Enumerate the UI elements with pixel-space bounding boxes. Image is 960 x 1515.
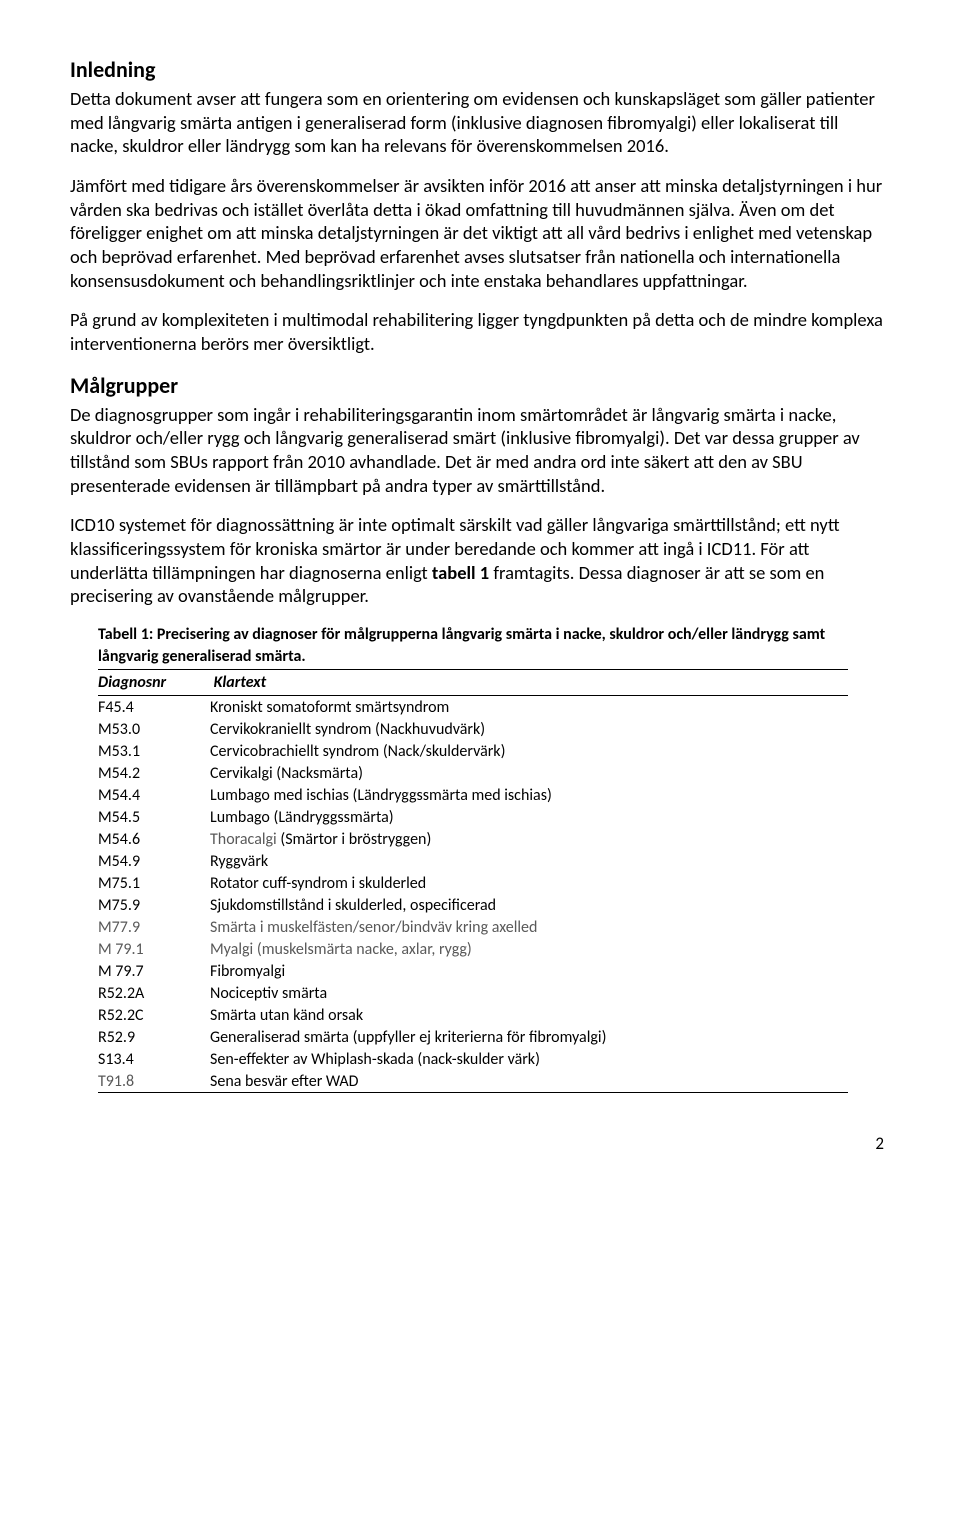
cell-code: S13.4 (98, 1048, 210, 1070)
table-row: M53.0Cervikokraniellt syndrom (Nackhuvud… (98, 718, 848, 740)
table-row: M54.4Lumbago med ischias (Ländryggssmärt… (98, 784, 848, 806)
table-row: M 79.1Myalgi (muskelsmärta nacke, axlar,… (98, 938, 848, 960)
cell-code: R52.2A (98, 982, 210, 1004)
paragraph: Jämfört med tidigare års överenskommelse… (70, 174, 890, 292)
cell-text: Fibromyalgi (210, 960, 848, 982)
col-header-diagnosnr: Diagnosnr (98, 673, 210, 692)
cell-code: T91.8 (98, 1070, 210, 1093)
diagnoses-table: F45.4Kroniskt somatoformt smärtsyndromM5… (98, 696, 848, 1093)
cell-code: M54.4 (98, 784, 210, 806)
cell-code: M54.6 (98, 828, 210, 850)
table-row: R52.2ANociceptiv smärta (98, 982, 848, 1004)
cell-code: F45.4 (98, 696, 210, 718)
table-row: M75.9Sjukdomstillstånd i skulderled, osp… (98, 894, 848, 916)
table-row: M54.5Lumbago (Ländryggssmärta) (98, 806, 848, 828)
cell-text: Nociceptiv smärta (210, 982, 848, 1004)
cell-text: Smärta i muskelfästen/senor/bindväv krin… (210, 916, 848, 938)
cell-text: Cervikalgi (Nacksmärta) (210, 762, 848, 784)
cell-code: M77.9 (98, 916, 210, 938)
cell-code: M54.2 (98, 762, 210, 784)
cell-code: R52.2C (98, 1004, 210, 1026)
cell-code: M75.1 (98, 872, 210, 894)
table-header-row: Diagnosnr Klartext (98, 669, 848, 696)
page-number: 2 (70, 1133, 890, 1154)
cell-text: Lumbago med ischias (Ländryggssmärta med… (210, 784, 848, 806)
col-header-klartext: Klartext (214, 673, 267, 692)
cell-code: M 79.7 (98, 960, 210, 982)
cell-text: Generaliserad smärta (uppfyller ej krite… (210, 1026, 848, 1048)
paragraph: ICD10 systemet för diagnossättning är in… (70, 513, 890, 608)
table-row: M54.6Thoracalgi (Smärtor i bröstryggen) (98, 828, 848, 850)
cell-text: Kroniskt somatoformt smärtsyndrom (210, 696, 848, 718)
cell-code: M54.9 (98, 850, 210, 872)
paragraph: På grund av komplexiteten i multimodal r… (70, 308, 890, 355)
table-row: M54.9Ryggvärk (98, 850, 848, 872)
table-caption: Tabell 1: Precisering av diagnoser för m… (98, 624, 848, 667)
cell-text: Ryggvärk (210, 850, 848, 872)
cell-code: M75.9 (98, 894, 210, 916)
cell-code: M53.0 (98, 718, 210, 740)
cell-code: M 79.1 (98, 938, 210, 960)
bold-ref: tabell 1 (432, 561, 489, 584)
cell-text: Myalgi (muskelsmärta nacke, axlar, rygg) (210, 938, 848, 960)
table-row: R52.9Generaliserad smärta (uppfyller ej … (98, 1026, 848, 1048)
table-row: S13.4Sen-effekter av Whiplash-skada (nac… (98, 1048, 848, 1070)
cell-code: M53.1 (98, 740, 210, 762)
table-row: M53.1Cervicobrachiellt syndrom (Nack/sku… (98, 740, 848, 762)
cell-text: Rotator cuff-syndrom i skulderled (210, 872, 848, 894)
table-row: M77.9Smärta i muskelfästen/senor/bindväv… (98, 916, 848, 938)
table-row: R52.2CSmärta utan känd orsak (98, 1004, 848, 1026)
cell-text: Sena besvär efter WAD (210, 1070, 848, 1093)
cell-text: Sen-effekter av Whiplash-skada (nack-sku… (210, 1048, 848, 1070)
cell-text: Lumbago (Ländryggssmärta) (210, 806, 848, 828)
cell-code: M54.5 (98, 806, 210, 828)
cell-text: Smärta utan känd orsak (210, 1004, 848, 1026)
table-row: M54.2Cervikalgi (Nacksmärta) (98, 762, 848, 784)
table-row: M75.1Rotator cuff-syndrom i skulderled (98, 872, 848, 894)
table-1: Tabell 1: Precisering av diagnoser för m… (98, 624, 848, 1093)
heading-inledning: Inledning (70, 56, 890, 83)
heading-malgrupper: Målgrupper (70, 372, 890, 399)
cell-text: Cervicobrachiellt syndrom (Nack/skulderv… (210, 740, 848, 762)
table-row: T91.8Sena besvär efter WAD (98, 1070, 848, 1093)
table-row: M 79.7Fibromyalgi (98, 960, 848, 982)
table-row: F45.4Kroniskt somatoformt smärtsyndrom (98, 696, 848, 718)
cell-text: Cervikokraniellt syndrom (Nackhuvudvärk) (210, 718, 848, 740)
paragraph: De diagnosgrupper som ingår i rehabilite… (70, 403, 890, 498)
cell-text: Sjukdomstillstånd i skulderled, ospecifi… (210, 894, 848, 916)
cell-text: Thoracalgi (Smärtor i bröstryggen) (210, 828, 848, 850)
cell-code: R52.9 (98, 1026, 210, 1048)
paragraph: Detta dokument avser att fungera som en … (70, 87, 890, 158)
